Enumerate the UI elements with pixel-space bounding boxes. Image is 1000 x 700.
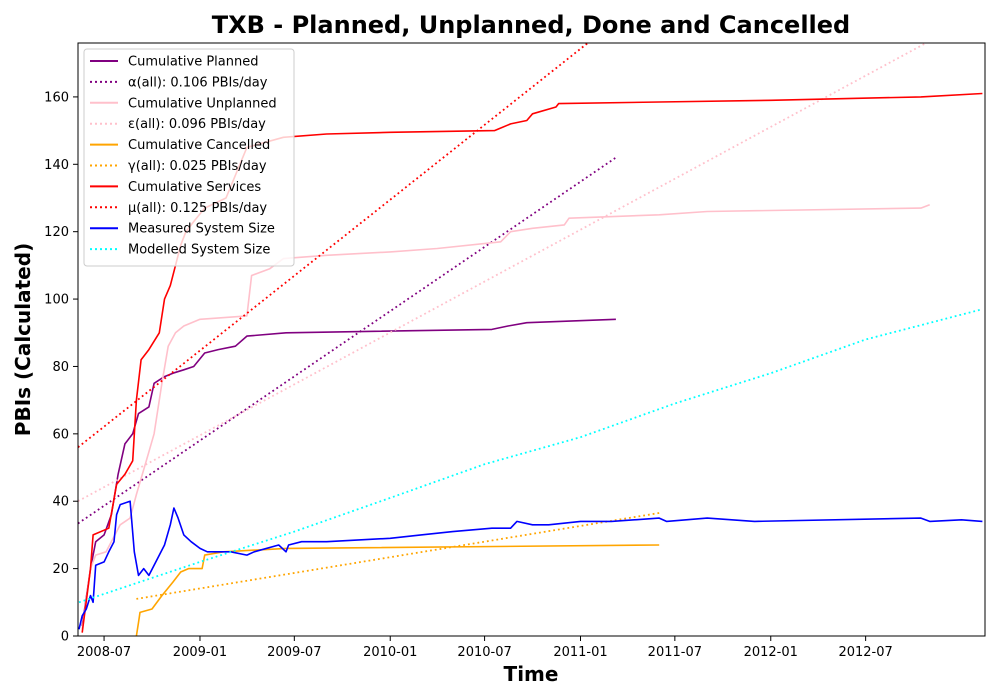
legend-label-5: Cumulative Cancelled [128, 138, 270, 153]
x-tick-label-2011-01: 2011-01 [553, 645, 607, 660]
legend-label-8: μ(all): 0.125 PBIs/day [128, 201, 267, 216]
legend-label-1: Cumulative Planned [128, 55, 258, 70]
legend-label-3: Cumulative Unplanned [128, 96, 277, 111]
x-tick-label-2010-01: 2010-01 [363, 645, 417, 660]
y-tick-label-60: 60 [52, 427, 69, 442]
y-tick-label-120: 120 [44, 225, 69, 240]
y-tick-label-100: 100 [44, 293, 69, 308]
series-line-3 [81, 203, 930, 630]
legend-label-10: Modelled System Size [128, 243, 270, 258]
x-tick-label-2012-07: 2012-07 [838, 645, 892, 660]
x-axis-title: Time [504, 662, 559, 686]
y-tick-label-40: 40 [52, 495, 69, 510]
legend-label-9: Measured System Size [128, 222, 275, 237]
x-tick-label-2012-01: 2012-01 [744, 645, 798, 660]
legend-label-6: γ(all): 0.025 PBIs/day [128, 159, 267, 174]
legend-label-4: ε(all): 0.096 PBIs/day [128, 117, 266, 132]
x-axis: 2008-07 2009-01 2009-07 2010-01 2010-07 2011-… [77, 636, 893, 660]
series-layer [78, 43, 983, 636]
y-tick-label-80: 80 [52, 360, 69, 375]
x-tick-label-2010-07: 2010-07 [457, 645, 511, 660]
y-tick-label-160: 160 [44, 90, 69, 105]
legend-box [83, 48, 295, 267]
series-line-6 [136, 512, 660, 600]
legend: Cumulative Planned α(all): 0.106 PBIs/day… [83, 48, 295, 267]
y-tick-label-140: 140 [44, 158, 69, 173]
x-tick-label-2009-07: 2009-07 [267, 645, 321, 660]
y-axis: 0 20 40 60 80 100 120 140 160 [44, 90, 78, 645]
series-line-4 [78, 43, 927, 502]
y-axis-title: PBIs (Calculated) [11, 243, 35, 436]
plot-frame [77, 42, 986, 637]
x-tick-label-2009-01: 2009-01 [173, 645, 227, 660]
y-tick-label-20: 20 [52, 562, 69, 577]
legend-label-7: Cumulative Services [128, 180, 261, 195]
legend-label-2: α(all): 0.106 PBIs/day [128, 75, 268, 90]
series-line-9 [78, 500, 983, 630]
chart-title: TXB - Planned, Unplanned, Done and Cance… [212, 11, 850, 39]
x-tick-label-2011-07: 2011-07 [648, 645, 702, 660]
y-tick-label-0: 0 [61, 630, 69, 645]
series-line-10 [78, 308, 983, 604]
x-tick-label-2008-07: 2008-07 [77, 645, 131, 660]
